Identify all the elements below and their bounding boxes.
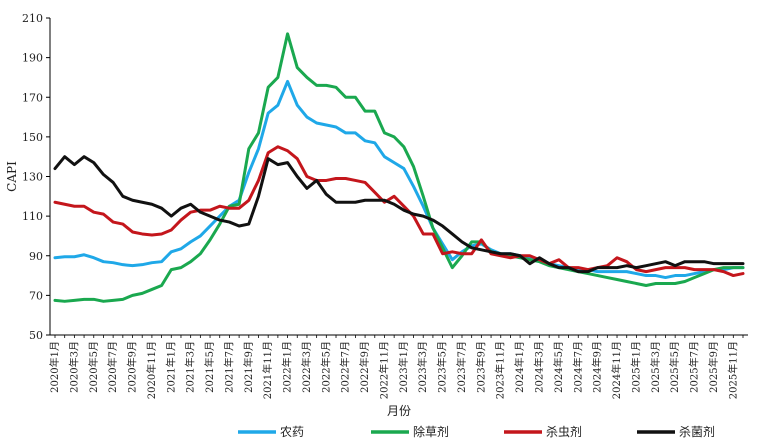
y-tick-label: 50 [29,329,43,342]
x-tick-label: 2024年5月 [552,341,565,393]
x-tick-label: 2023年1月 [397,341,410,393]
x-tick-label: 2020年11月 [145,341,158,399]
x-axis-label: 月份 [387,404,411,418]
series-line [53,32,745,303]
y-ticks: 50 70 90 110 130 150 170 190 210 [22,12,50,342]
x-ticks: 2020年1月 2020年3月 2020年5月 2020年7月 2020年9月 2020年… [48,335,744,399]
series-line [53,79,745,280]
legend-label: 除草剂 [413,424,449,439]
legend-label: 杀虫剂 [546,424,582,439]
x-tick-label: 2021年3月 [184,341,197,393]
y-tick-label: 90 [29,250,43,263]
x-tick-label: 2023年3月 [416,341,429,393]
x-tick-label: 2020年7月 [106,341,119,393]
x-tick-label: 2021年1月 [164,341,177,393]
x-tick-label: 2025年7月 [688,341,701,393]
x-tick-label: 2022年5月 [319,341,332,393]
series-line [53,145,745,278]
y-axis-label: CAPI [5,161,19,192]
y-tick-label: 150 [22,131,43,144]
x-tick-label: 2023年7月 [455,341,468,393]
x-tick-label: 2025年1月 [629,341,642,393]
y-tick-label: 170 [22,91,43,104]
x-tick-label: 2021年5月 [203,341,216,393]
x-tick-label: 2021年9月 [242,341,255,393]
y-tick-label: 110 [22,210,43,223]
x-tick-label: 2021年11月 [261,341,274,399]
x-tick-label: 2024年3月 [533,341,546,393]
y-tick-label: 130 [22,171,43,184]
x-tick-label: 2024年11月 [610,341,623,399]
x-tick-label: 2025年9月 [707,341,720,393]
x-tick-label: 2020年3月 [67,341,80,393]
x-tick-label: 2023年11月 [494,341,507,399]
x-tick-label: 2025年5月 [668,341,681,393]
x-tick-label: 2023年5月 [436,341,449,393]
x-tick-label: 2025年11月 [726,341,739,399]
x-tick-label: 2021年7月 [222,341,235,393]
x-tick-label: 2025年3月 [649,341,662,393]
y-tick-label: 70 [29,289,43,302]
series-line [53,155,745,274]
x-tick-label: 2020年9月 [126,341,139,393]
x-tick-label: 2024年7月 [571,341,584,393]
x-tick-label: 2022年11月 [377,341,390,399]
x-tick-label: 2022年9月 [358,341,371,393]
x-tick-label: 2022年7月 [339,341,352,393]
x-tick-label: 2022年1月 [281,341,294,393]
y-tick-label: 190 [22,52,43,65]
x-tick-label: 2024年9月 [591,341,604,393]
x-tick-label: 2020年1月 [48,341,61,393]
y-tick-label: 210 [22,12,43,25]
x-tick-label: 2020年5月 [87,341,100,393]
series-lines [53,32,745,303]
x-tick-label: 2024年1月 [513,341,526,393]
x-tick-label: 2022年3月 [300,341,313,393]
legend-label: 农药 [280,425,304,439]
x-tick-label: 2023年9月 [474,341,487,393]
legend: 农药 除草剂 杀虫剂 杀菌剂 [238,424,715,439]
legend-label: 杀菌剂 [679,424,715,439]
